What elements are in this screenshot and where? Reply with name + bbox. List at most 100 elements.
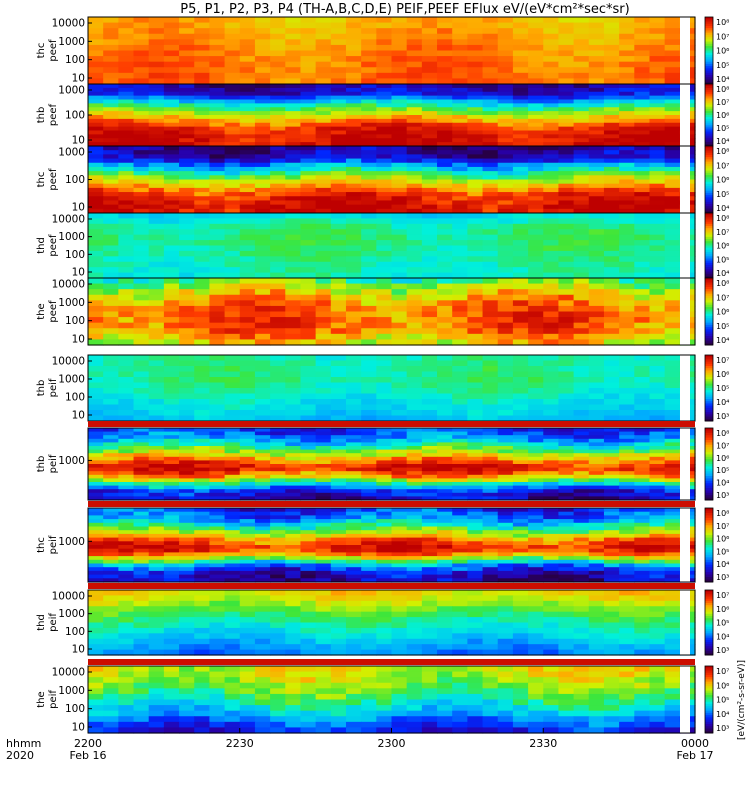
heatmap-cell	[224, 471, 241, 476]
heatmap-cell	[345, 438, 362, 443]
heatmap-cell	[103, 87, 119, 93]
heatmap-cell	[209, 283, 226, 290]
heatmap-cell	[133, 478, 150, 483]
heatmap-cell	[133, 382, 150, 389]
heatmap-cell	[437, 204, 453, 210]
heatmap-cell	[194, 428, 211, 433]
heatmap-cell	[528, 492, 544, 497]
heatmap-cell	[209, 438, 226, 443]
heatmap-cell	[133, 552, 150, 557]
colorbar-segment	[705, 177, 713, 180]
heatmap-cell	[588, 382, 605, 389]
heatmap-cell	[118, 556, 135, 561]
heatmap-cell	[300, 366, 317, 373]
heatmap-cell	[528, 91, 544, 97]
heatmap-cell	[588, 87, 605, 93]
heatmap-cell	[376, 415, 393, 422]
heatmap-cell	[543, 229, 560, 236]
heatmap-cell	[482, 91, 499, 97]
colorbar-segment	[705, 30, 713, 34]
heatmap-cell	[148, 183, 165, 189]
heatmap-cell	[285, 404, 302, 411]
heatmap-cell	[88, 471, 104, 476]
heatmap-cell	[300, 415, 317, 422]
heatmap-cell	[406, 166, 423, 172]
heatmap-cell	[148, 519, 165, 524]
colorbar-segment	[705, 444, 713, 448]
heatmap-cell	[361, 213, 377, 220]
heatmap-cell	[634, 223, 651, 230]
heatmap-cell	[300, 431, 317, 436]
heatmap-cell	[118, 355, 135, 362]
heatmap-cell	[285, 556, 302, 561]
heatmap-cell	[543, 393, 560, 400]
heatmap-cell	[163, 377, 180, 384]
heatmap-cell	[573, 115, 590, 120]
heatmap-cell	[239, 267, 256, 274]
heatmap-cell	[239, 478, 256, 483]
heatmap-cell	[634, 142, 651, 147]
heatmap-cell	[573, 449, 590, 454]
heatmap-cell	[345, 311, 362, 318]
heatmap-cell	[315, 99, 332, 104]
colorbar-segment	[705, 405, 713, 409]
heatmap-cell	[270, 272, 286, 279]
heatmap-cell	[209, 200, 226, 206]
heatmap-cell	[315, 272, 332, 279]
heatmap-cell	[300, 196, 317, 202]
heatmap-cell	[558, 200, 575, 206]
heatmap-cell	[603, 464, 620, 469]
ytick-label: 1000	[58, 374, 85, 386]
heatmap-cell	[270, 229, 286, 236]
heatmap-cell	[163, 61, 180, 68]
colorbar-segment	[705, 135, 713, 139]
heatmap-cell	[270, 91, 286, 97]
heatmap-cell	[421, 87, 438, 93]
heatmap-cell	[437, 355, 453, 362]
heatmap-cell	[649, 39, 666, 46]
heatmap-cell	[512, 130, 529, 135]
heatmap-cell	[103, 478, 119, 483]
heatmap-cell	[467, 393, 484, 400]
heatmap-cell	[421, 56, 438, 63]
heatmap-cell	[649, 289, 666, 296]
heatmap-cell	[558, 213, 575, 220]
heatmap-cell	[573, 17, 590, 24]
colorbar-segment	[705, 28, 713, 31]
heatmap-cell	[194, 142, 211, 147]
heatmap-cell	[103, 272, 119, 279]
heatmap-cell	[239, 482, 256, 487]
heatmap-cell	[345, 541, 362, 546]
heatmap-cell	[543, 519, 560, 524]
heatmap-cell	[391, 33, 408, 40]
heatmap-cell	[543, 56, 560, 63]
heatmap-cell	[467, 537, 484, 542]
heatmap-cell	[649, 95, 666, 101]
heatmap-cell	[573, 388, 590, 395]
heatmap-cell	[163, 515, 180, 520]
heatmap-cell	[543, 435, 560, 440]
heatmap-cell	[103, 453, 119, 458]
heatmap-cell	[103, 449, 119, 454]
heatmap-cell	[254, 428, 271, 433]
heatmap-cell	[573, 134, 590, 139]
heatmap-cell	[452, 471, 468, 476]
heatmap-cell	[482, 511, 499, 516]
heatmap-cell	[300, 158, 317, 164]
heatmap-cell	[376, 146, 393, 151]
heatmap-cell	[148, 377, 165, 384]
heatmap-cell	[315, 305, 332, 313]
heatmap-cell	[649, 464, 666, 469]
heatmap-cell	[239, 431, 256, 436]
heatmap-cell	[421, 289, 438, 296]
heatmap-cells	[88, 146, 696, 214]
heatmap-cell	[285, 142, 302, 147]
heatmap-cell	[179, 162, 195, 168]
heatmap-cell	[437, 496, 453, 501]
heatmap-cell	[543, 204, 560, 210]
heatmap-cell	[649, 355, 666, 362]
colorbar-tick-label: 10⁶	[716, 111, 729, 120]
heatmap-cell	[103, 208, 119, 214]
heatmap-cell	[649, 548, 666, 553]
heatmap-cell	[421, 382, 438, 389]
